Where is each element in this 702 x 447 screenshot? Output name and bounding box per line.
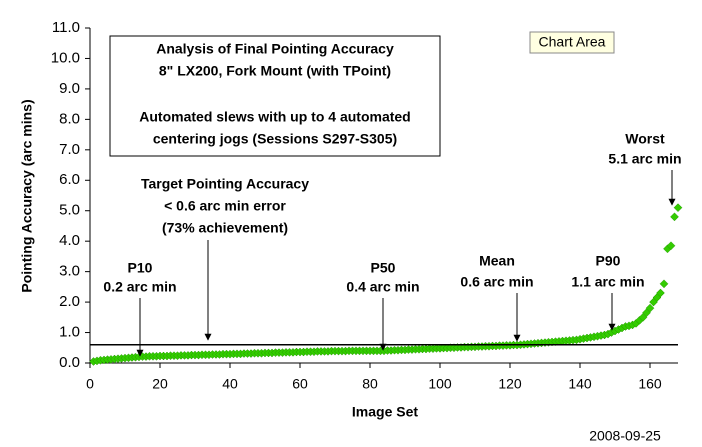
point [656,288,665,298]
annotation: 5.1 arc min [608,151,681,167]
point [670,212,679,222]
y-tick-label: 0.0 [59,354,80,371]
y-tick-label: 3.0 [59,263,80,280]
y-tick-label: 2.0 [59,293,80,310]
annotation: 0.2 arc min [103,279,176,295]
annotation: (73% achievement) [162,220,288,236]
x-tick-label: 60 [292,376,308,392]
x-tick-label: 160 [638,376,662,392]
annotation: P50 [371,260,396,276]
title-line: Automated slews with up to 4 automated [139,109,410,125]
point [659,279,669,289]
x-tick-label: 120 [498,376,522,392]
annotation: 1.1 arc min [571,274,644,290]
hover-box [529,31,615,54]
annotation: P10 [128,260,153,276]
date: 2008-09-25 [589,428,661,444]
annotation: 0.4 arc min [346,279,419,295]
title-box [109,35,441,157]
y-tick-label: 8.0 [59,110,80,127]
x-tick-label: 100 [428,376,452,392]
annotation: P90 [596,253,621,269]
point [666,241,676,251]
y-tick-label: 4.0 [59,232,80,249]
x-tick-label: 140 [568,376,592,392]
y-tick-label: 6.0 [59,171,80,188]
title-line: Analysis of Final Pointing Accuracy [156,41,394,57]
y-tick-label: 7.0 [59,141,80,158]
title-line: centering jogs (Sessions S297-S305) [153,131,397,147]
y-axis-title: Pointing Accuracy (arc mins) [19,99,35,292]
x-tick-label: 20 [152,376,168,392]
y-tick-label: 11.0 [52,19,80,36]
point [645,303,655,313]
annotation: Worst [625,131,665,147]
y-tick-label: 10.0 [51,49,80,66]
x-tick-label: 0 [86,376,94,392]
annotation: 0.6 arc min [460,274,533,290]
title-line: 8" LX200, Fork Mount (with TPoint) [159,63,391,79]
y-tick-label: 5.0 [59,202,80,219]
x-tick-label: 40 [222,376,238,392]
x-tick-label: 80 [362,376,378,392]
hover-label: Chart Area [539,34,606,50]
annotation: Target Pointing Accuracy [141,176,309,192]
y-tick-label: 9.0 [59,80,80,97]
annotation: < 0.6 arc min error [164,198,286,214]
annotation: Mean [479,253,515,269]
x-axis-title: Image Set [352,404,418,420]
y-tick-label: 1.0 [59,324,80,341]
point [673,203,683,213]
